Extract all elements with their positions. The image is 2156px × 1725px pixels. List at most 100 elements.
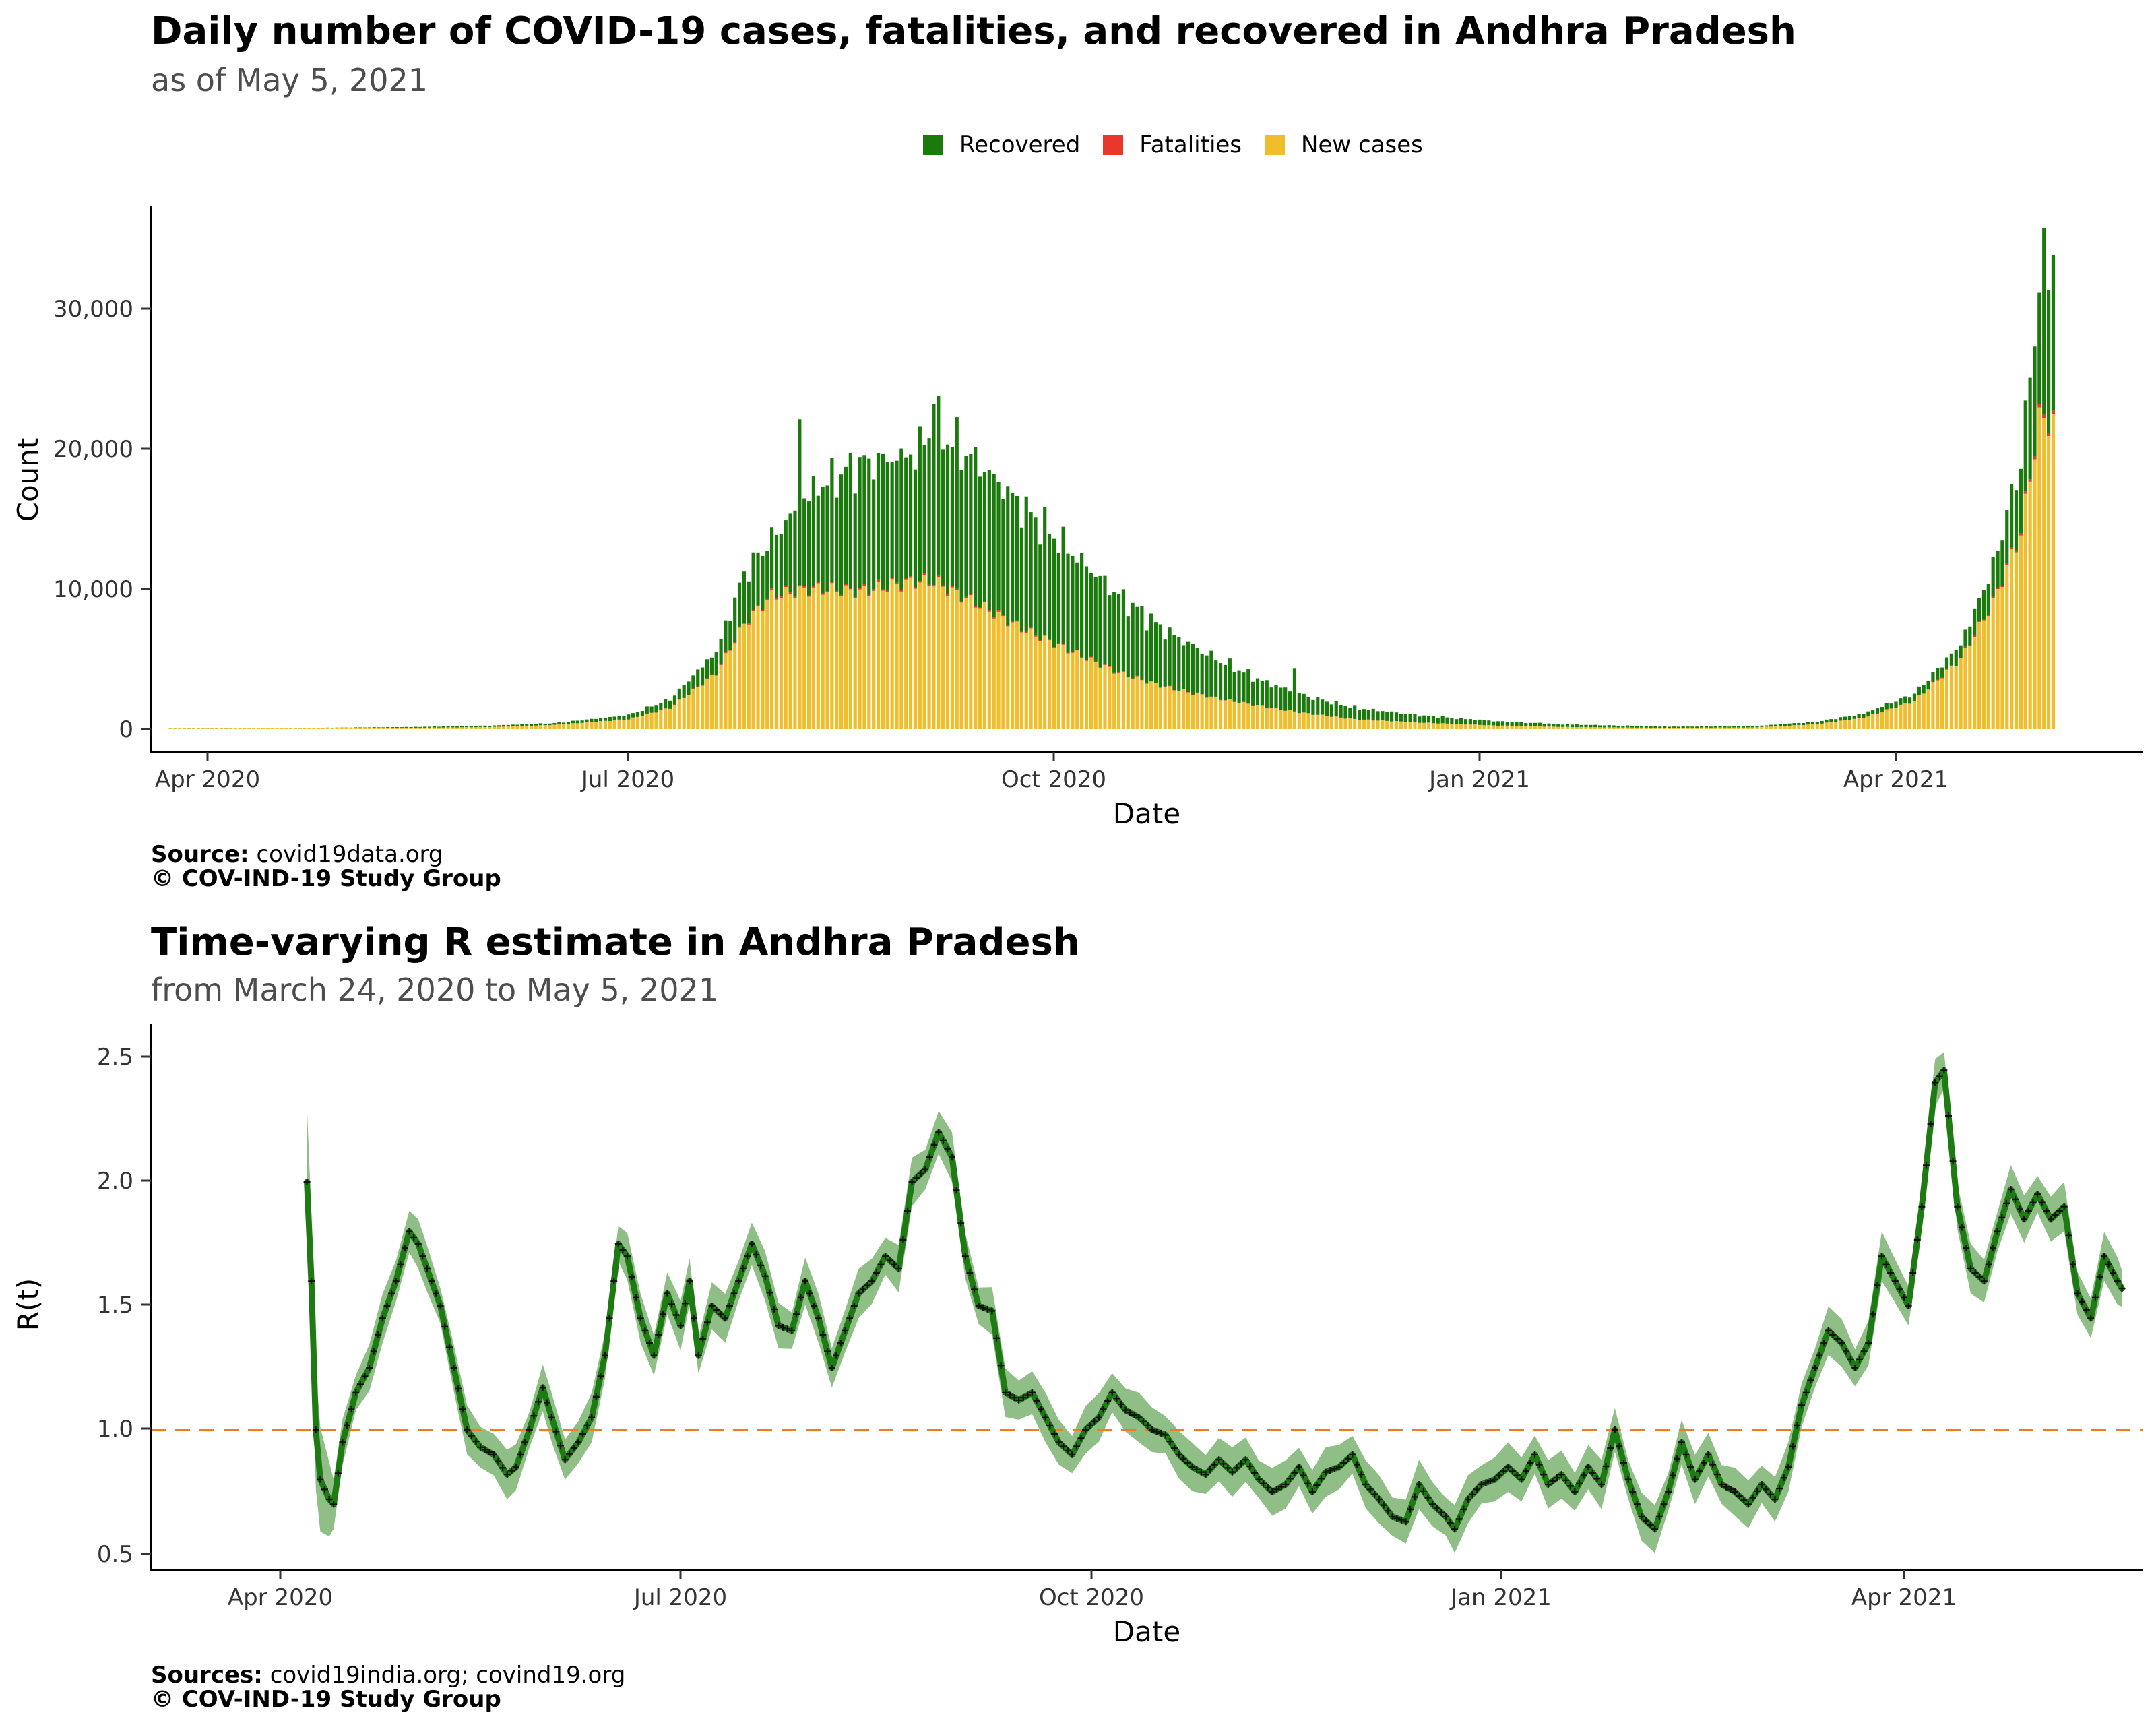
bar-new-cases (853, 598, 857, 729)
bar-recovered (1029, 512, 1033, 627)
r-point (379, 1315, 386, 1322)
bar-recovered (1274, 685, 1278, 708)
bar-fatalities (802, 586, 806, 588)
r-point (939, 1137, 947, 1144)
bar-new-cases (280, 728, 284, 729)
r-point (352, 1389, 360, 1396)
bar-new-cases (1011, 622, 1015, 729)
r-point (499, 1464, 507, 1472)
r-point (1353, 1461, 1360, 1468)
r-point (855, 1290, 862, 1297)
bar-recovered (1589, 724, 1593, 728)
bar-new-cases (918, 582, 922, 729)
bar-new-cases (1116, 673, 1121, 729)
cases-y-tick-label: 30,000 (53, 296, 133, 323)
bar-new-cases (1653, 727, 1657, 729)
bar-fatalities (1011, 621, 1015, 623)
bar-new-cases (701, 685, 705, 729)
bar-new-cases (515, 726, 519, 729)
r-point (703, 1319, 711, 1326)
bar-recovered (862, 455, 866, 584)
bar-fatalities (1991, 596, 1995, 598)
bar-new-cases (2023, 493, 2027, 729)
bar-new-cases (1463, 724, 1468, 729)
bar-fatalities (941, 585, 945, 587)
r-point (988, 1307, 996, 1315)
r-point (828, 1365, 835, 1371)
r-point (1629, 1488, 1637, 1495)
bar-recovered (627, 714, 631, 720)
bar-new-cases (1321, 714, 1325, 729)
r-point (1531, 1451, 1538, 1458)
r-point (1260, 1480, 1267, 1487)
bar-new-cases (1431, 723, 1436, 729)
r-point (2074, 1290, 2081, 1297)
r-point (713, 1307, 720, 1314)
r-point (784, 1325, 791, 1333)
bar-recovered (890, 462, 894, 579)
bar-new-cases (719, 665, 723, 729)
bar-fatalities (1949, 665, 1953, 666)
bar-new-cases (1547, 726, 1551, 729)
bar-new-cases (1986, 616, 1990, 729)
bar-new-cases (1426, 722, 1431, 729)
r-point (1455, 1515, 1463, 1523)
bar-recovered (515, 724, 519, 726)
r-point (815, 1315, 822, 1322)
bar-new-cases (381, 728, 385, 729)
r-point (325, 1496, 333, 1503)
r-point (1856, 1356, 1863, 1363)
bar-recovered (788, 513, 792, 593)
bar-recovered (1108, 595, 1112, 666)
bar-fatalities (1061, 644, 1065, 645)
r-point (1166, 1438, 1174, 1445)
bar-new-cases (488, 727, 492, 729)
bar-recovered (1519, 722, 1523, 726)
bar-new-cases (395, 728, 400, 729)
bar-recovered (992, 473, 996, 618)
r-point (1180, 1455, 1187, 1462)
bar-new-cases (1205, 697, 1209, 729)
bar-recovered (1381, 711, 1385, 720)
bar-new-cases (1658, 728, 1662, 729)
bar-recovered (1852, 716, 1856, 719)
bar-fatalities (1006, 625, 1010, 627)
r-point (1651, 1526, 1659, 1533)
r-point (655, 1331, 662, 1338)
bar-recovered (1871, 710, 1875, 714)
bar-fatalities (937, 575, 941, 577)
bar-recovered (1459, 718, 1463, 724)
bar-recovered (1195, 648, 1199, 693)
bar-recovered (1366, 710, 1370, 720)
bar-new-cases (714, 675, 718, 729)
r-point (433, 1290, 440, 1297)
bar-recovered (1116, 594, 1121, 673)
r-point (437, 1303, 444, 1309)
r-point (708, 1303, 716, 1309)
bar-new-cases (483, 727, 487, 729)
bar-recovered (580, 720, 584, 723)
cases-x-tick-label: Oct 2020 (1001, 766, 1106, 793)
bar-new-cases (881, 590, 885, 729)
bar-recovered (377, 727, 381, 728)
r-point (1385, 1507, 1392, 1515)
bar-fatalities (992, 617, 996, 619)
bar-recovered (1760, 725, 1764, 727)
bar-new-cases (825, 592, 829, 729)
bar-new-cases (1329, 716, 1333, 729)
bar-new-cases (728, 650, 732, 729)
bar-recovered (1269, 687, 1273, 708)
r-point (1994, 1228, 2001, 1235)
bar-fatalities (2042, 414, 2046, 418)
r-point (1135, 1414, 1143, 1421)
r-confidence-band (307, 1052, 2122, 1553)
bar-recovered (1353, 705, 1357, 719)
bar-recovered (1422, 715, 1426, 723)
r-point (917, 1170, 924, 1177)
bar-new-cases (1246, 703, 1250, 729)
bar-new-cases (705, 679, 709, 729)
r-point (1598, 1481, 1605, 1488)
bar-recovered (1954, 650, 1958, 666)
r-point (401, 1245, 408, 1252)
bar-new-cases (932, 586, 936, 729)
